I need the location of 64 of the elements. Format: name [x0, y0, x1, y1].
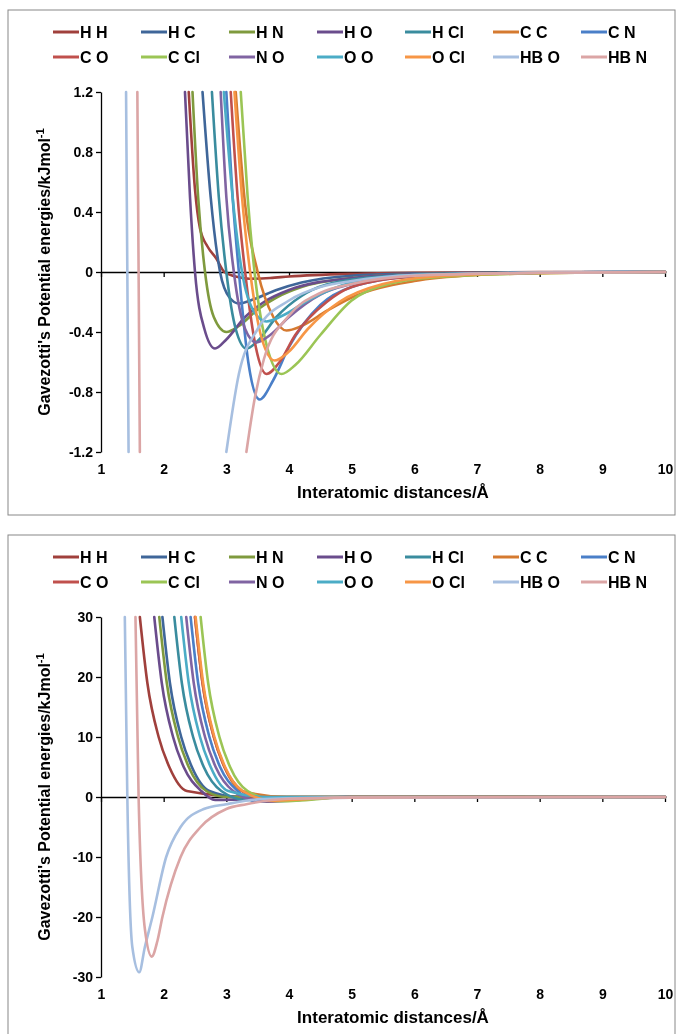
y-tick-label: 20	[77, 668, 94, 685]
x-tick-label: 8	[536, 460, 545, 477]
legend-label: H Cl	[432, 24, 464, 41]
y-tick-label: 0	[85, 263, 94, 280]
legend-label: C C	[520, 549, 548, 566]
y-tick-label: 0.4	[73, 203, 94, 220]
x-tick-label: 5	[348, 460, 357, 477]
legend-label: HB N	[608, 49, 648, 66]
legend-label: HB O	[520, 49, 560, 66]
legend-label: H N	[256, 549, 284, 566]
x-tick-label: 4	[285, 460, 294, 477]
legend-label: C Cl	[168, 574, 200, 591]
x-tick-label: 2	[160, 985, 169, 1002]
legend-label: C O	[80, 49, 109, 66]
x-tick-label: 9	[598, 460, 607, 477]
legend-label: H H	[80, 549, 108, 566]
legend-label: N O	[256, 49, 285, 66]
legend-label: O O	[344, 49, 374, 66]
legend-label: O Cl	[432, 574, 465, 591]
legend-label: O Cl	[432, 49, 465, 66]
x-tick-label: 8	[536, 985, 545, 1002]
x-tick-label: 1	[97, 460, 106, 477]
legend-label: C C	[520, 24, 548, 41]
legend-label: C O	[80, 574, 109, 591]
x-tick-label: 3	[222, 985, 231, 1002]
x-tick-label: 1	[97, 985, 106, 1002]
y-tick-label: -1.2	[68, 443, 94, 460]
x-tick-label: 4	[285, 985, 294, 1002]
y-tick-label: -30	[72, 968, 94, 985]
y-tick-label: 1.2	[73, 83, 94, 100]
legend-label: C Cl	[168, 49, 200, 66]
x-axis-title: Interatomic distances/Å	[297, 483, 489, 502]
x-tick-label: 6	[410, 460, 419, 477]
x-tick-label: 10	[657, 985, 674, 1002]
legend-label: H H	[80, 24, 108, 41]
x-tick-label: 9	[598, 985, 607, 1002]
legend-label: H O	[344, 549, 373, 566]
legend-label: C N	[608, 24, 636, 41]
y-tick-label: 0.8	[73, 143, 94, 160]
legend-label: O O	[344, 574, 374, 591]
y-tick-label: -20	[72, 908, 94, 925]
legend-label: C N	[608, 549, 636, 566]
x-tick-label: 10	[657, 460, 674, 477]
legend-label: H O	[344, 24, 373, 41]
y-tick-label: 30	[77, 608, 94, 625]
x-tick-label: 6	[410, 985, 419, 1002]
x-tick-label: 7	[473, 985, 482, 1002]
y-tick-label: -0.4	[68, 323, 94, 340]
y-tick-label: 0	[85, 788, 94, 805]
legend-label: H Cl	[432, 549, 464, 566]
y-tick-label: -0.8	[68, 383, 94, 400]
legend-label: H N	[256, 24, 284, 41]
y-tick-label: 10	[77, 728, 94, 745]
legend-label: N O	[256, 574, 285, 591]
y-tick-label: -10	[72, 848, 94, 865]
x-tick-label: 3	[222, 460, 231, 477]
legend-label: H C	[168, 24, 196, 41]
x-tick-label: 5	[348, 985, 357, 1002]
legend-label: H C	[168, 549, 196, 566]
x-tick-label: 7	[473, 460, 482, 477]
x-axis-title: Interatomic distances/Å	[297, 1008, 489, 1027]
legend-label: HB N	[608, 574, 648, 591]
legend-label: HB O	[520, 574, 560, 591]
x-tick-label: 2	[160, 460, 169, 477]
